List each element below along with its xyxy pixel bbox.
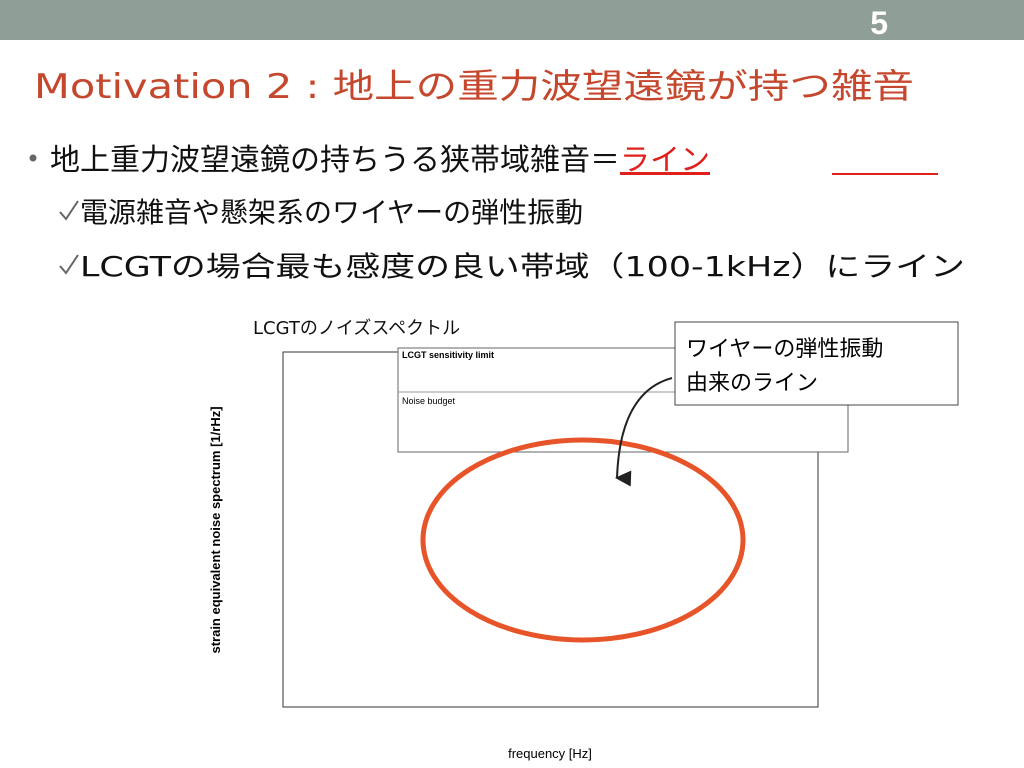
check-icon: [59, 200, 79, 221]
callout-line: 由来のライン: [686, 371, 818, 396]
callout-arrow: [615, 377, 673, 487]
bullet-text: 地上重力波望遠鏡の持ちうる狭帯域雑音＝ライン: [50, 143, 710, 178]
check-icon: [59, 254, 79, 275]
sub-item: 電源雑音や懸架系のワイヤーの弾性振動: [80, 196, 583, 229]
x-axis-label: frequency [Hz]: [508, 746, 592, 761]
sub-item: LCGTの場合最も感度の良い帯域（100-1kHz）にライン: [80, 250, 965, 283]
legend-title: LCGT sensitivity limit: [402, 350, 494, 360]
highlight-ellipse: [420, 437, 746, 643]
top-bar: [0, 0, 1024, 40]
chart-title: LCGTのノイズスペクトル: [253, 318, 460, 339]
legend-title: Noise budget: [402, 396, 456, 406]
bullet-main: 地上重力波望遠鏡の持ちうる狭帯域雑音＝: [50, 143, 620, 178]
bullet-highlight: ライン: [620, 143, 710, 178]
callout-box: [674, 321, 959, 406]
y-axis-label: strain equivalent noise spectrum [1/rHz]: [208, 406, 223, 653]
slide-title: Motivation 2 : 地上の重力波望遠鏡が持つ雑音: [34, 67, 914, 107]
bullet-dot: [29, 154, 37, 162]
page-number: 5: [870, 5, 888, 41]
callout-line: ワイヤーの弾性振動: [686, 337, 883, 362]
